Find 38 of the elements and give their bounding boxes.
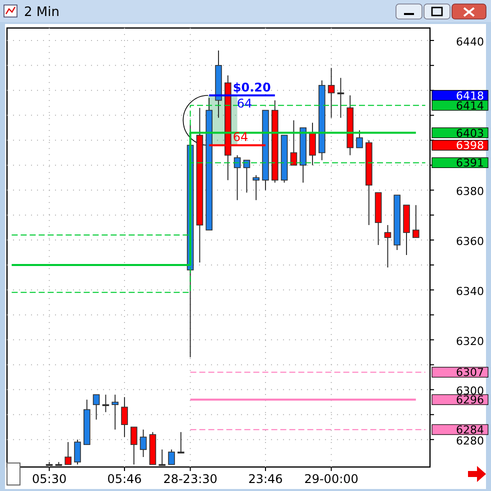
candlestick	[178, 432, 184, 454]
annotation: 64	[236, 96, 252, 110]
x-tick-label: 29-00:00	[304, 472, 358, 486]
candlestick	[356, 130, 363, 148]
y-tick-label: 6360	[456, 235, 484, 248]
candlestick	[64, 442, 72, 466]
y-tick-label: 6280	[456, 434, 484, 448]
candlestick	[102, 394, 110, 413]
candlestick	[168, 449, 175, 466]
y-tick-label: 6380	[456, 185, 484, 198]
y-tick-label: 6398	[456, 139, 484, 152]
candlestick	[252, 174, 260, 201]
candlestick	[92, 394, 100, 420]
chart-title: 2 Min	[24, 5, 60, 20]
x-tick-label: 05:30	[32, 472, 67, 486]
x-tick-label: 05:46	[107, 472, 142, 486]
candlestick	[112, 394, 118, 430]
y-tick-label: 6403	[456, 126, 484, 140]
candlestick	[140, 429, 147, 458]
y-tick-label: 6340	[456, 284, 484, 298]
y-tick-label: 6440	[456, 35, 484, 48]
candlestick	[309, 122, 316, 166]
candlestick	[130, 426, 138, 466]
y-tick-label: 6320	[456, 334, 484, 348]
candlestick	[121, 396, 128, 438]
annotation: 64	[232, 130, 248, 144]
annotation: $0.20	[232, 80, 271, 94]
x-tick-label: 23:46	[248, 472, 283, 486]
candlestick	[328, 67, 335, 118]
candlestick	[384, 224, 392, 268]
y-tick-label: 6284	[456, 424, 484, 437]
candlestick	[290, 120, 298, 166]
candlestick	[412, 204, 420, 238]
candlestick	[74, 439, 81, 466]
y-tick-label: 6307	[456, 366, 484, 380]
x-tick-label: 28-23:30	[163, 472, 218, 486]
y-tick-label: 6391	[456, 156, 484, 170]
candlestick	[337, 77, 344, 118]
